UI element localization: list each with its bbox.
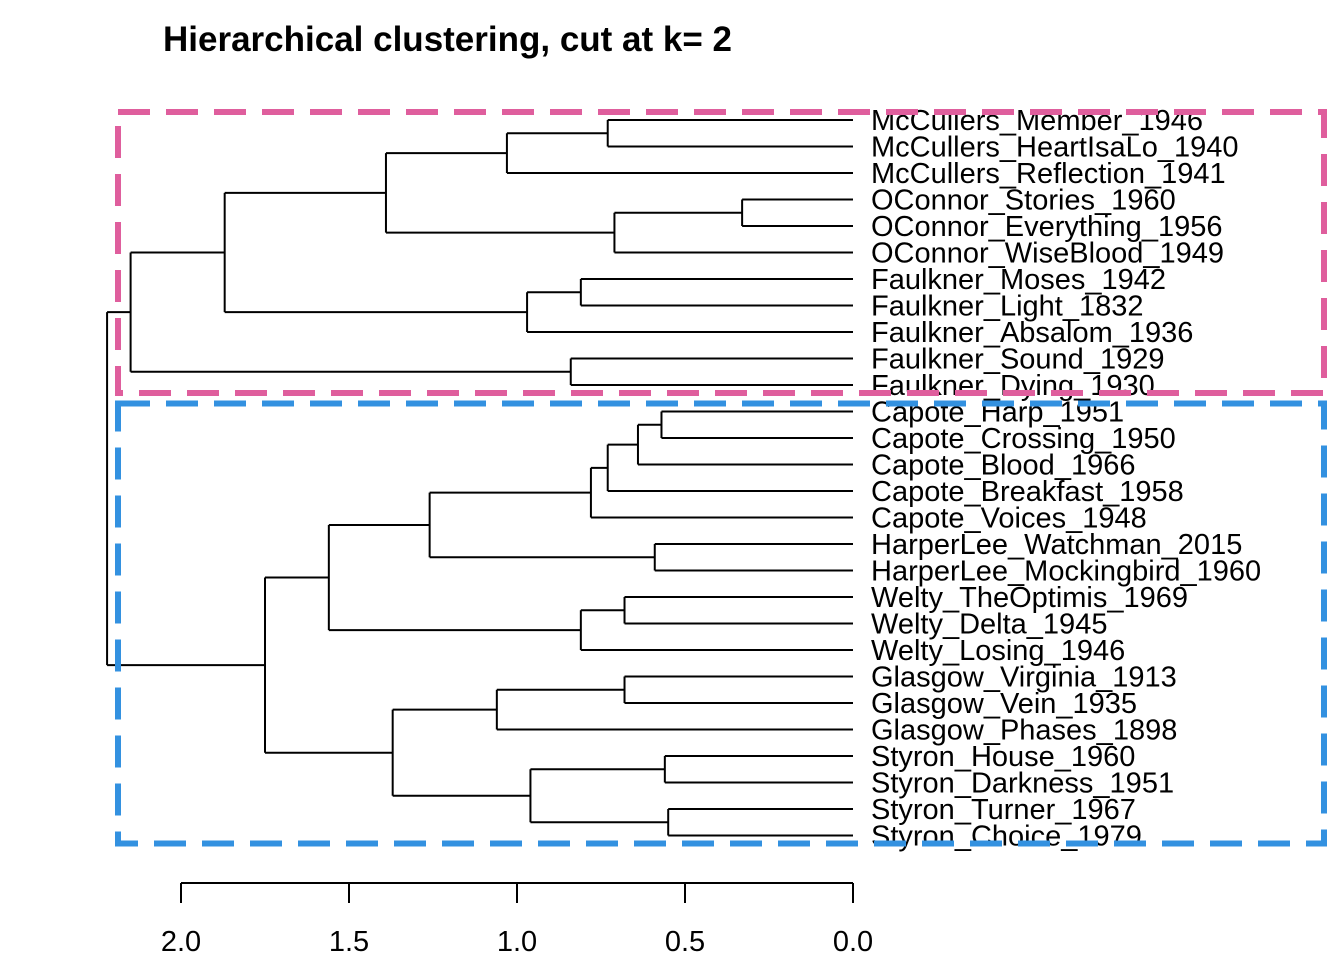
leaf-label: Capote_Blood_1966 [871,450,1135,482]
leaf-label: Capote_Crossing_1950 [871,423,1176,455]
leaf-label: Styron_Turner_1967 [871,794,1136,826]
leaf-label: Glasgow_Phases_1898 [871,715,1177,747]
leaf-label: Faulkner_Light_1832 [871,291,1143,323]
leaf-label: Styron_Darkness_1951 [871,768,1174,800]
leaf-label: HarperLee_Mockingbird_1960 [871,556,1261,588]
leaf-label: Welty_Delta_1945 [871,609,1107,641]
leaf-label: McCullers_HeartIsaLo_1940 [871,132,1239,164]
leaf-label: Capote_Voices_1948 [871,503,1147,535]
leaf-label: Faulkner_Absalom_1936 [871,317,1193,349]
leaf-labels: McCullers_Member_1946McCullers_HeartIsaL… [871,105,1261,853]
chart-title: Hierarchical clustering, cut at k= 2 [163,20,732,59]
leaf-label: OConnor_Everything_1956 [871,211,1222,243]
cluster-box [115,400,1327,847]
leaf-label: Styron_Choice_1979 [871,821,1142,853]
leaf-label: OConnor_Stories_1960 [871,185,1176,217]
leaf-label: OConnor_WiseBlood_1949 [871,238,1224,270]
cluster-box [115,109,1327,396]
leaf-label: Welty_Losing_1946 [871,635,1125,667]
leaf-label: Capote_Breakfast_1958 [871,476,1184,508]
axis-tick-label: 1.0 [497,926,537,958]
axis-tick-label: 2.0 [161,926,201,958]
leaf-label: Welty_TheOptimis_1969 [871,582,1188,614]
leaf-label: Faulkner_Sound_1929 [871,344,1164,376]
cluster-boxes [115,109,1327,847]
axis-tick-label: 0.0 [833,926,873,958]
dendrogram-branches [106,119,853,837]
leaf-label: Glasgow_Virginia_1913 [871,662,1177,694]
x-axis: 2.0 1.5 1.0 0.5 0.0 [161,882,873,958]
leaf-label: McCullers_Reflection_1941 [871,158,1226,190]
leaf-label: HarperLee_Watchman_2015 [871,529,1242,561]
leaf-label: Faulkner_Dying_1930 [871,370,1155,402]
leaf-label: Glasgow_Vein_1935 [871,688,1137,720]
axis-tick-label: 1.5 [329,926,369,958]
axis-tick-label: 0.5 [665,926,705,958]
leaf-label: Styron_House_1960 [871,741,1135,773]
leaf-label: Faulkner_Moses_1942 [871,264,1166,296]
